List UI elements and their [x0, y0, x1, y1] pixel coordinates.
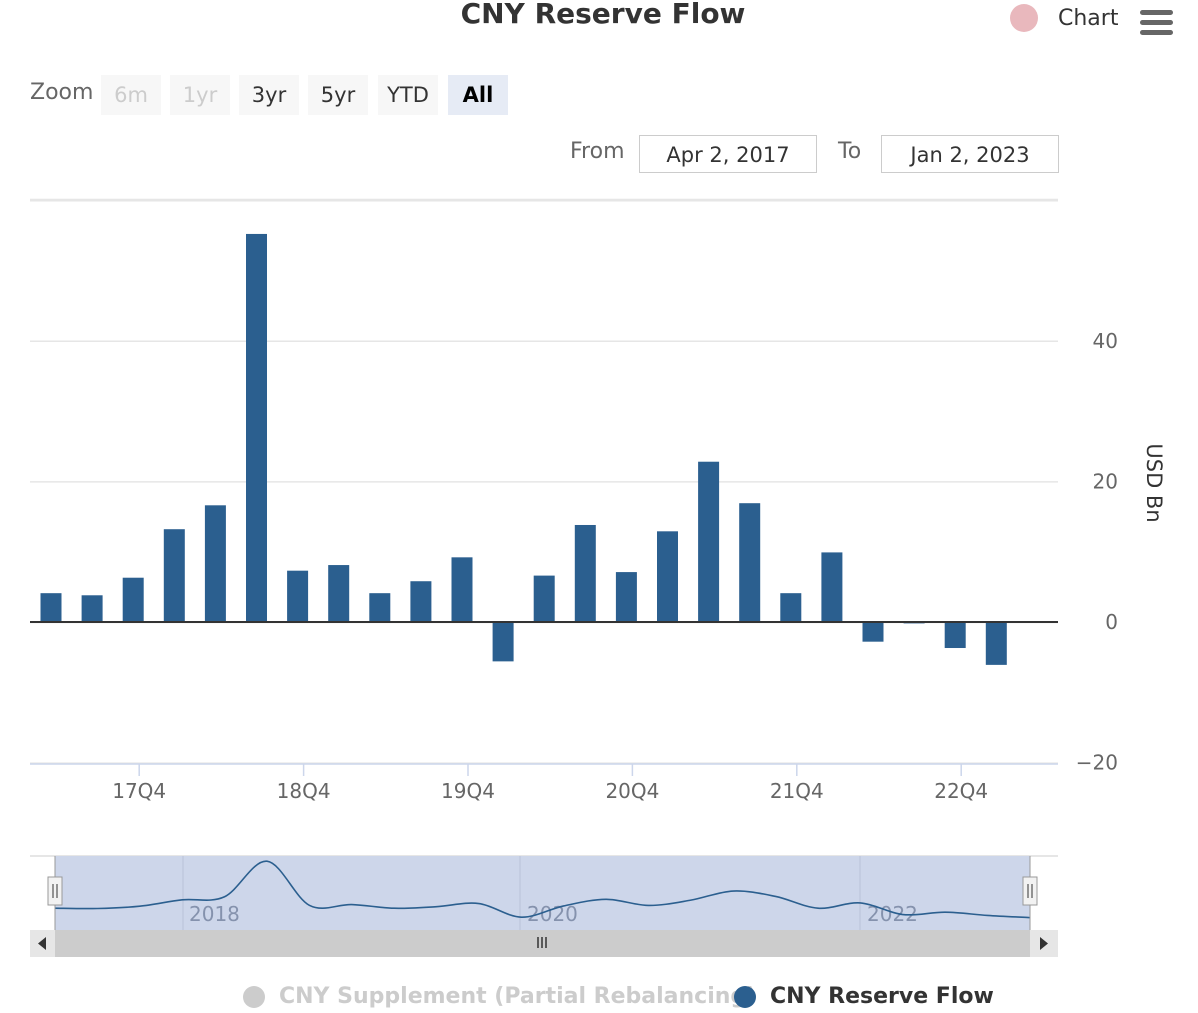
scroll-left-arrow-icon [38, 937, 46, 950]
navigator-year-label: 2018 [189, 902, 240, 926]
navigator-series-line [54, 860, 1031, 919]
legend-label: CNY Supplement (Partial Rebalancing) [279, 984, 757, 1009]
bar-22Q2[interactable] [862, 622, 884, 642]
y-tick-label: 40 [1093, 329, 1118, 353]
bar-21Q3[interactable] [739, 503, 761, 622]
x-tick-label: 22Q4 [934, 779, 988, 803]
x-tick-label: 19Q4 [441, 779, 495, 803]
bar-19Q1[interactable] [328, 565, 350, 622]
chart-menu-label[interactable]: Chart [1058, 5, 1119, 31]
x-tick-label: 21Q4 [770, 779, 824, 803]
from-label: From [570, 139, 625, 164]
zoom-label: Zoom [30, 80, 94, 105]
from-date-input[interactable]: Apr 2, 2017 [639, 135, 817, 173]
legend-label: CNY Reserve Flow [770, 984, 994, 1009]
scrollbar[interactable] [30, 930, 1058, 957]
y-tick-label: 20 [1093, 469, 1118, 493]
bar-22Q1[interactable] [821, 552, 843, 622]
y-axis-title: USD Bn [1142, 443, 1166, 522]
x-tick-label: 20Q4 [605, 779, 659, 803]
bar-21Q2[interactable] [698, 461, 720, 622]
legend-item-cny-reserve-flow[interactable]: CNY Reserve Flow [734, 984, 994, 1009]
zoom-6m-button[interactable]: 6m [101, 75, 161, 115]
bar-20Q2[interactable] [533, 575, 555, 622]
bar-17Q2[interactable] [40, 593, 62, 622]
bar-18Q2[interactable] [204, 505, 226, 622]
bar-17Q4[interactable] [122, 577, 144, 622]
x-tick-label: 17Q4 [112, 779, 166, 803]
hamburger-menu-icon[interactable] [1140, 10, 1174, 36]
x-axis: 17Q4 18Q4 19Q4 20Q4 21Q4 22Q4 [30, 763, 1058, 803]
to-label: To [838, 139, 862, 164]
bar-23Q1[interactable] [985, 622, 1007, 665]
bar-20Q4[interactable] [615, 572, 637, 622]
bar-21Q4[interactable] [780, 593, 802, 622]
bar-21Q1[interactable] [657, 531, 678, 622]
zoom-all-button[interactable]: All [448, 75, 508, 115]
bar-18Q4[interactable] [287, 570, 309, 622]
bar-19Q4[interactable] [451, 557, 473, 622]
y-axis-ticks: −20 0 20 40 [1076, 329, 1118, 775]
bar-19Q2[interactable] [369, 593, 391, 622]
y-tick-label: 0 [1105, 610, 1118, 634]
navigator-left-handle[interactable] [47, 876, 63, 906]
navigator[interactable]: 2018 2020 2022 [30, 855, 1058, 930]
bar-22Q4[interactable] [944, 622, 966, 649]
to-date-input[interactable]: Jan 2, 2023 [881, 135, 1059, 173]
chart-title: CNY Reserve Flow [460, 0, 746, 30]
zoom-5yr-button[interactable]: 5yr [308, 75, 368, 115]
bar-20Q1[interactable] [492, 622, 514, 662]
chart-menu[interactable]: Chart [1010, 4, 1118, 32]
zoom-1yr-button[interactable]: 1yr [170, 75, 230, 115]
navigator-mask[interactable] [55, 856, 1030, 930]
bar-18Q3[interactable] [246, 233, 267, 622]
x-tick-label: 18Q4 [277, 779, 331, 803]
bar-18Q1[interactable] [163, 529, 185, 622]
y-tick-label: −20 [1076, 751, 1118, 775]
scroll-right-arrow-icon [1040, 937, 1048, 950]
bar-17Q3[interactable] [81, 595, 103, 622]
navigator-year-label: 2020 [527, 902, 578, 926]
zoom-ytd-button[interactable]: YTD [378, 75, 438, 115]
legend-dot-icon [734, 985, 756, 1008]
bar-series [40, 233, 1007, 665]
legend-dot-icon [243, 985, 265, 1008]
bar-20Q3[interactable] [574, 524, 596, 622]
chart-dot-icon [1010, 4, 1038, 32]
navigator-right-handle[interactable] [1022, 876, 1038, 906]
legend-item-cny-supplement[interactable]: CNY Supplement (Partial Rebalancing) [243, 984, 756, 1009]
bar-19Q3[interactable] [410, 581, 432, 622]
grid-lines [30, 198, 1058, 764]
zoom-3yr-button[interactable]: 3yr [239, 75, 299, 115]
